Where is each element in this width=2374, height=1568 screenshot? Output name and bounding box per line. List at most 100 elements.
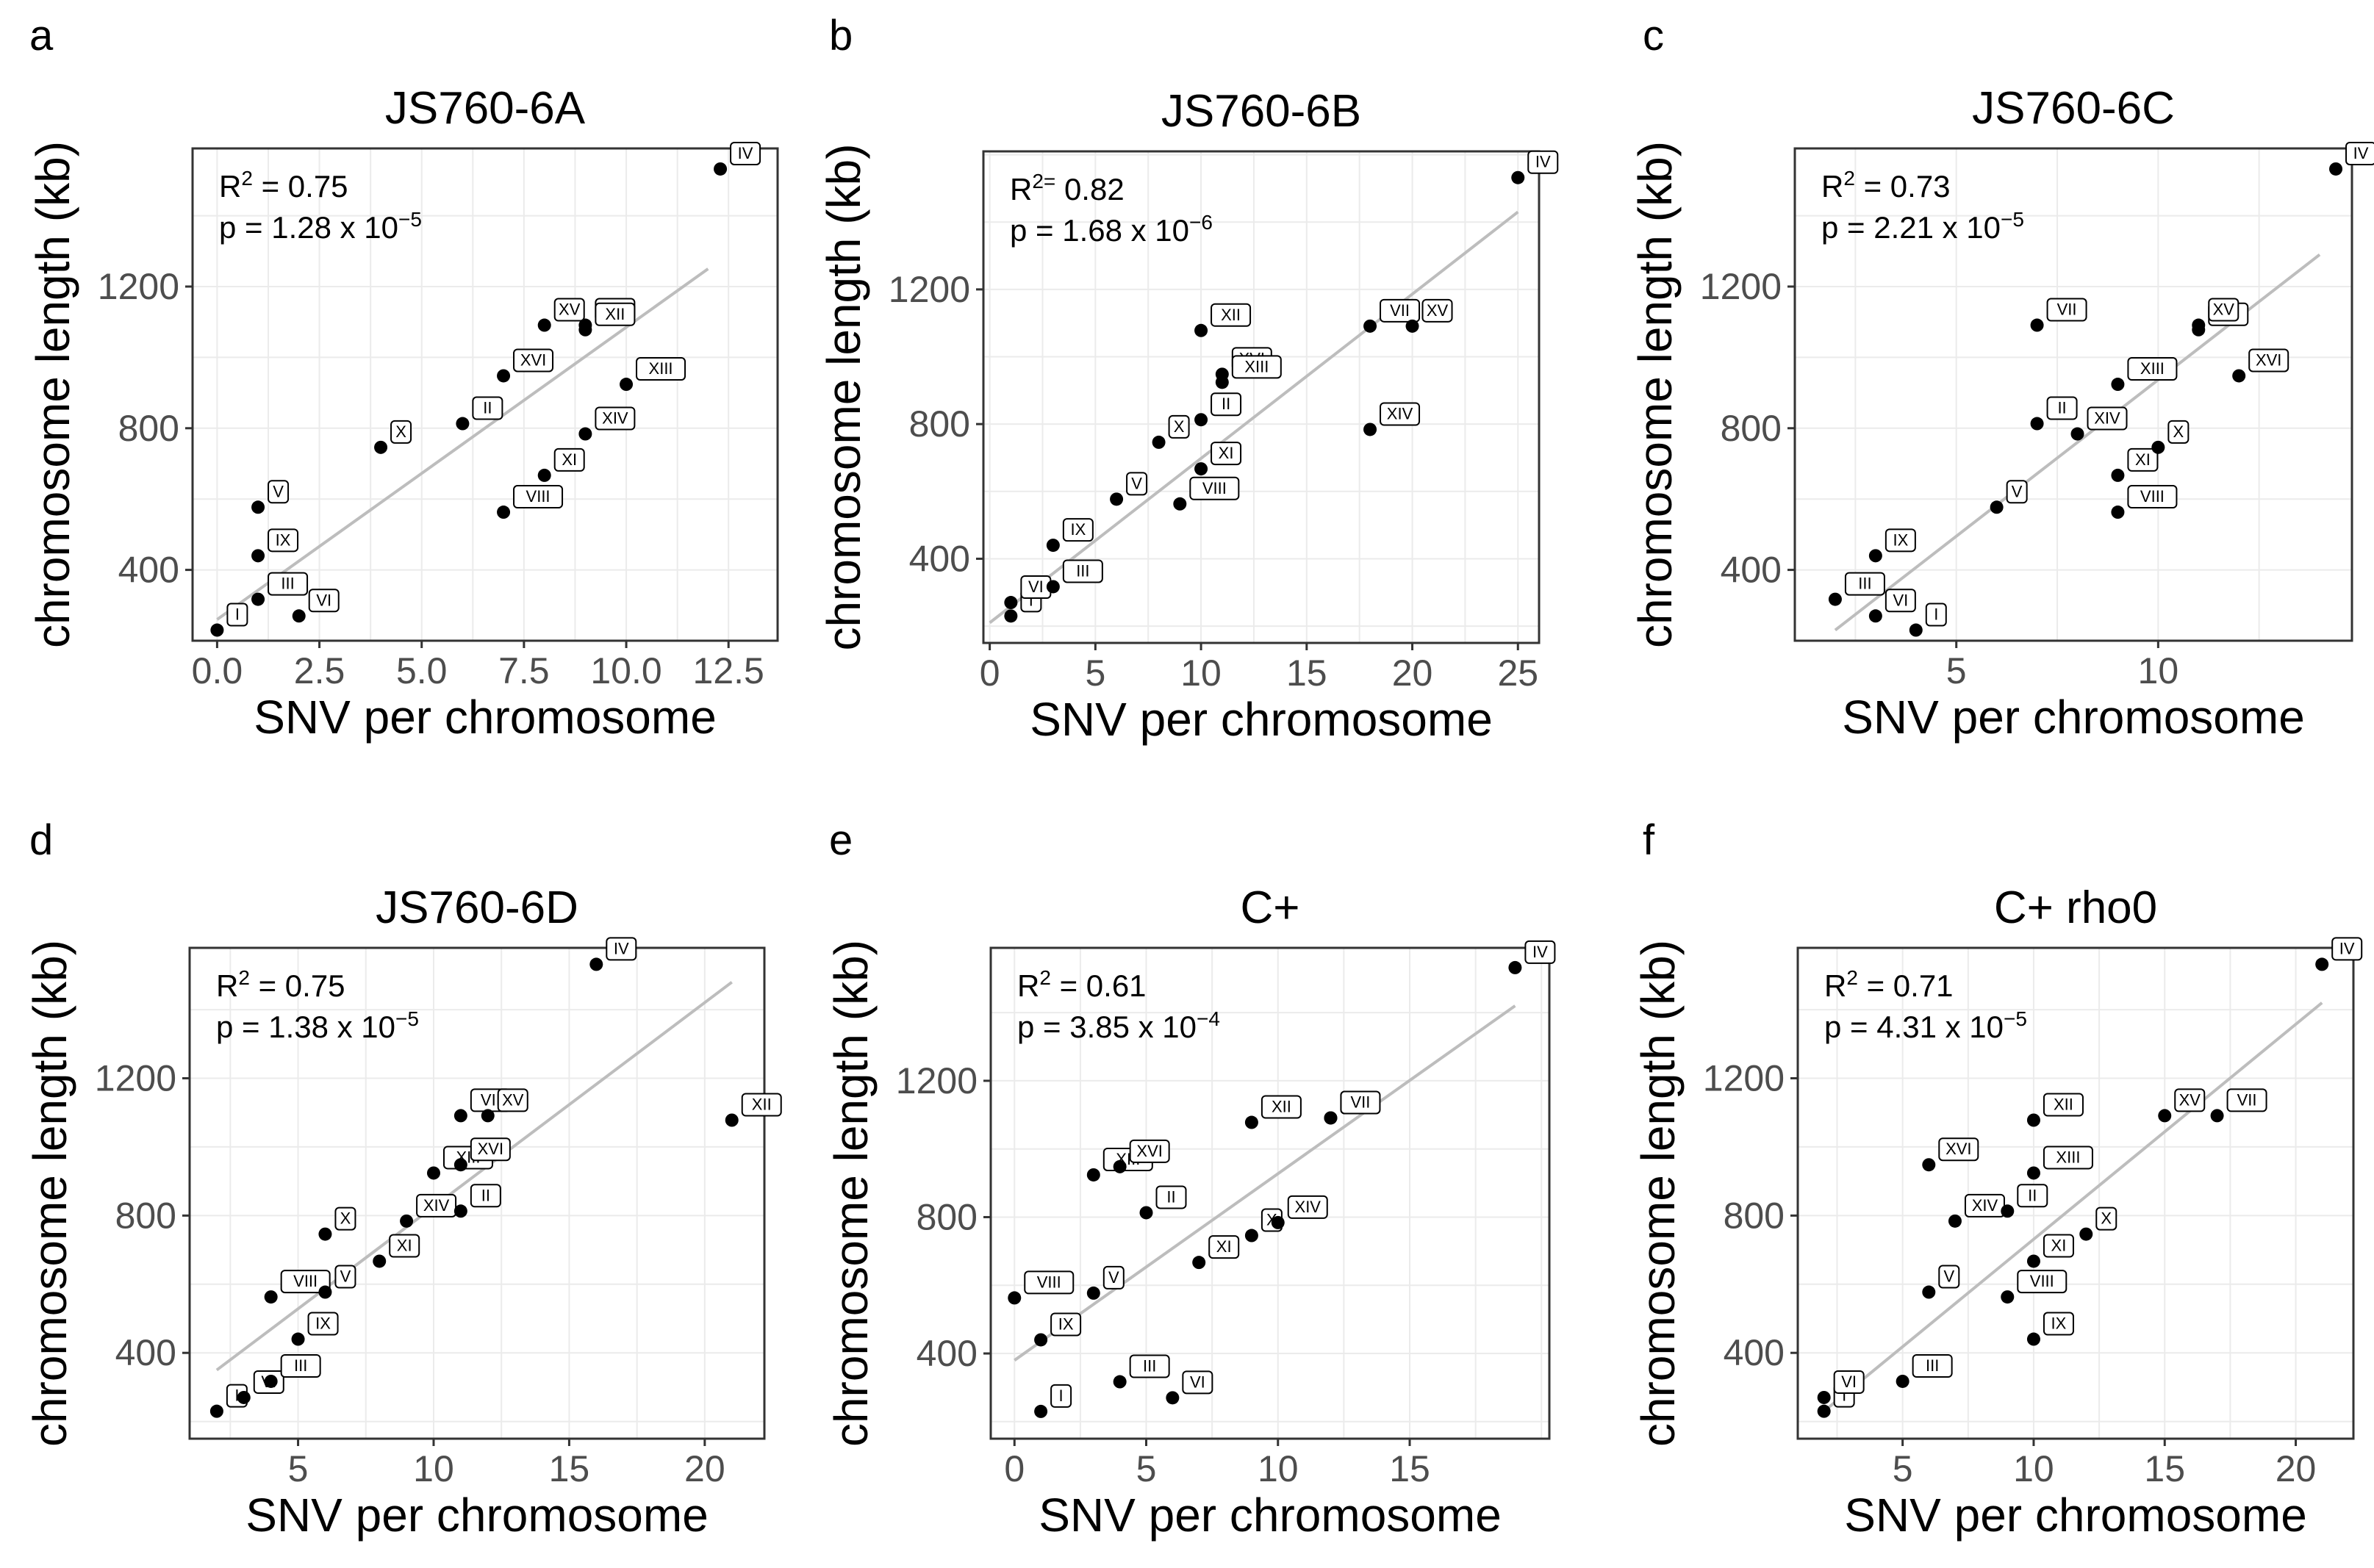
point-label-text: XV xyxy=(2213,301,2235,319)
point-label-text: XII xyxy=(605,305,625,323)
point-label-text: VIII xyxy=(1202,479,1227,497)
point-label-text: II xyxy=(2057,399,2066,417)
panel-d-p-annotation: p = 1.38 x 10−5 xyxy=(216,1007,419,1044)
point-label-text: III xyxy=(294,1356,307,1375)
panel-a-y-axis-title: chromosome length (kb) xyxy=(26,141,79,648)
point-label-text: XII xyxy=(1272,1098,1291,1116)
panel-c-letter: c xyxy=(1643,12,1664,60)
panel-f-point-label-X: X xyxy=(2095,1206,2117,1231)
point-label-text: VII xyxy=(2057,301,2077,319)
point-label-text: XV xyxy=(559,301,581,319)
point-label-text: XI xyxy=(2051,1236,2067,1254)
panel-f-point-label-XIV: XIV xyxy=(1964,1193,2005,1218)
panel-b-r2-annotation: R2= 0.82 xyxy=(1010,170,1125,206)
point-label-box xyxy=(1102,1265,1125,1290)
panel-f-letter: f xyxy=(1643,816,1655,864)
panel-e-p-annotation: p = 3.85 x 10−4 xyxy=(1017,1007,1220,1044)
point-label-text: XIV xyxy=(1295,1198,1322,1216)
point-label-box xyxy=(280,1353,321,1378)
point-label-box xyxy=(2331,937,2363,961)
point-label-text: XIV xyxy=(1972,1196,1998,1215)
point-label-text: IV xyxy=(1532,943,1548,961)
panel-b-points: IVIIIIIXVXVIIIIIXIXIIXVIXIIIVIIXIVXVIV xyxy=(1004,150,1559,623)
panel-b-point-label-VIII: VIII xyxy=(1189,476,1240,500)
panel-c-x-tick-label: 5 xyxy=(1946,650,1967,691)
point-label-text: XIII xyxy=(649,359,673,378)
panel-f-point-II xyxy=(2001,1204,2015,1218)
panel-c-point-V xyxy=(1990,500,2004,514)
panel-f-x-tick-label: 5 xyxy=(1893,1448,1913,1489)
panel-c-point-label-IX: IX xyxy=(1885,528,1916,553)
point-label-box xyxy=(1211,392,1242,417)
point-label-box xyxy=(2345,141,2374,165)
panel-b-point-XIII xyxy=(1215,375,1229,389)
panel-a-point-label-XIV: XIV xyxy=(595,406,636,431)
panel-b-point-label-XIV: XIV xyxy=(1380,402,1421,426)
point-label-text: X xyxy=(2173,422,2184,441)
panel-a-plot-frame xyxy=(191,147,779,642)
panel-e-point-XIII xyxy=(1086,1168,1100,1182)
panel-d-point-IV xyxy=(589,957,603,971)
point-label-text: IX xyxy=(1070,520,1086,539)
point-label-text: V xyxy=(340,1267,351,1286)
point-label-text: XIV xyxy=(602,409,628,428)
point-label-box xyxy=(1062,518,1094,542)
point-label-text: XVI xyxy=(478,1140,503,1158)
panel-d-y-axis-title: chromosome length (kb) xyxy=(24,940,76,1447)
point-label-text: VI xyxy=(1841,1373,1857,1391)
panel-e-point-label-II: II xyxy=(1155,1185,1187,1209)
point-label-text: IX xyxy=(315,1315,331,1333)
panel-f-point-label-VIII: VIII xyxy=(2017,1270,2068,1294)
panel-d-point-label-XII: XII xyxy=(741,1093,782,1117)
point-label-text: VI xyxy=(1190,1373,1205,1391)
panel-b-point-VII xyxy=(1363,319,1377,333)
panel-b-point-label-XII: XII xyxy=(1211,303,1252,327)
panel-a-point-XI xyxy=(537,468,551,482)
panel-e-point-III xyxy=(1113,1375,1127,1389)
point-label-box xyxy=(1421,298,1453,323)
point-label-box xyxy=(2174,1088,2206,1112)
panel-e-r2-annotation: R2 = 0.61 xyxy=(1017,966,1147,1003)
point-label-box xyxy=(1050,1384,1072,1408)
panel-c-point-label-X: X xyxy=(2167,420,2190,444)
panel-b-title: JS760-6B xyxy=(1161,86,1361,137)
point-label-box xyxy=(2043,1093,2084,1117)
point-label-text: VIII xyxy=(293,1272,318,1290)
panel-a-point-label-XIII: XIII xyxy=(636,357,686,381)
panel-d-point-XII xyxy=(725,1113,739,1127)
point-label-text: II xyxy=(2028,1186,2037,1204)
panel-c-point-III xyxy=(1828,592,1842,606)
panel-e-y-tick-label: 400 xyxy=(917,1333,978,1374)
point-label-box xyxy=(1168,414,1190,439)
point-label-box xyxy=(334,1206,356,1231)
panel-e-point-label-XII: XII xyxy=(1260,1095,1302,1119)
panel-e-point-IV xyxy=(1508,960,1522,974)
point-label-box xyxy=(1380,298,1421,323)
point-label-box xyxy=(2043,1146,2093,1170)
panel-d-y-tick-label: 1200 xyxy=(95,1058,176,1099)
panel-b-point-label-IX: IX xyxy=(1062,518,1094,542)
point-label-text: XVI xyxy=(520,350,546,369)
panel-e-x-tick-label: 15 xyxy=(1389,1448,1430,1489)
panel-a-fit-line xyxy=(216,267,709,621)
panel-c-point-XV xyxy=(2192,318,2206,332)
panel-e-y-axis-title: chromosome length (kb) xyxy=(825,940,878,1447)
point-label-box xyxy=(470,1184,501,1208)
panel-f-point-label-II: II xyxy=(2017,1184,2048,1208)
panel-b-point-II xyxy=(1194,413,1208,427)
panel-f-title: C+ rho0 xyxy=(1994,882,2157,933)
panel-e-point-VII xyxy=(1324,1111,1338,1125)
point-label-text: I xyxy=(235,605,240,624)
point-label-text: XI xyxy=(1219,444,1234,462)
point-label-box xyxy=(1024,1270,1075,1295)
panel-f-x-axis-title: SNV per chromosome xyxy=(1844,1489,2307,1542)
point-label-box xyxy=(2017,1184,2048,1208)
panel-e-gridlines xyxy=(991,948,1549,1439)
point-label-text: XI xyxy=(397,1236,412,1254)
point-label-text: IV xyxy=(2353,144,2369,162)
panel-a-point-XIII xyxy=(620,378,634,392)
panel-c-point-XI xyxy=(2111,468,2125,482)
point-label-text: III xyxy=(1076,561,1089,580)
panel-e-point-label-VI: VI xyxy=(1182,1370,1213,1395)
panel-c-point-label-XVI: XVI xyxy=(2248,348,2289,373)
